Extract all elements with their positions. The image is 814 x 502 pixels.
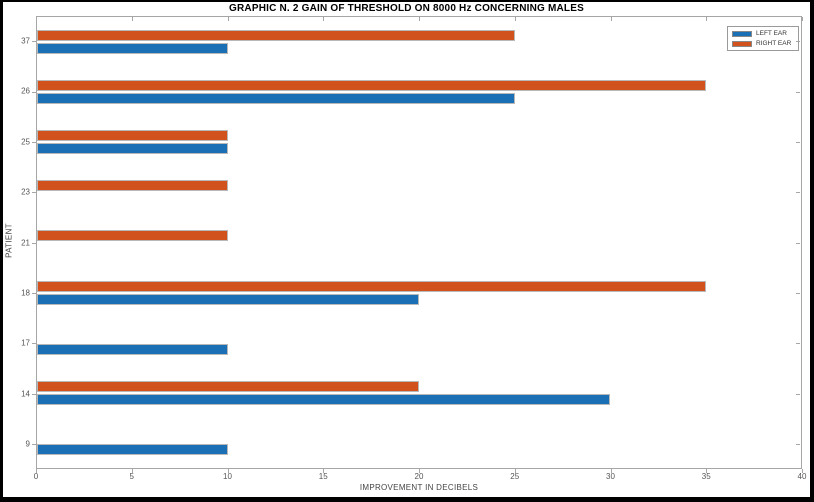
tick-mark (611, 17, 612, 21)
y-tick-label: 17 (21, 338, 30, 348)
x-tick-label: 15 (318, 472, 328, 481)
bar-26-right-ear (37, 80, 706, 92)
bar-group-23 (37, 167, 801, 217)
tick-mark (802, 469, 803, 473)
chart-title: GRAPHIC N. 2 GAIN OF THRESHOLD ON 8000 H… (229, 3, 584, 14)
bar-18-left-ear (37, 293, 419, 305)
bar-26-left-ear (37, 93, 515, 105)
y-tick-label: 37 (21, 36, 30, 46)
tick-mark (32, 343, 36, 344)
bar-21-right-ear (37, 230, 228, 242)
legend-swatch (732, 40, 752, 47)
tick-mark (796, 192, 800, 193)
bar-14-left-ear (37, 393, 610, 405)
bar-25-left-ear (37, 143, 228, 155)
tick-mark (32, 293, 36, 294)
x-tick-label: 40 (797, 472, 807, 481)
tick-mark (796, 243, 800, 244)
bar-group-18 (37, 268, 801, 318)
tick-mark (32, 243, 36, 244)
y-tick-labels: 37 26 25 23 21 18 17 14 9 (3, 16, 33, 469)
tick-mark (706, 17, 707, 21)
bar-group-37 (37, 17, 801, 67)
x-axis-title: IMPROVEMENT IN DECIBELS (359, 483, 479, 492)
tick-mark (36, 469, 37, 473)
legend-item-left-ear: LEFT EAR (732, 30, 794, 37)
x-tick-label: 35 (701, 472, 711, 481)
legend-item-right-ear: RIGHT EAR (732, 40, 794, 47)
y-tick-label: 18 (21, 288, 30, 298)
tick-mark (36, 17, 37, 21)
tick-mark (32, 444, 36, 445)
bar-25-right-ear (37, 130, 228, 142)
x-tick-label: 10 (223, 472, 232, 481)
y-tick-label: 26 (21, 86, 30, 96)
tick-mark (611, 469, 612, 473)
tick-mark (796, 293, 800, 294)
bar-group-14 (37, 368, 801, 418)
x-tick-labels: 0 5 10 15 20 25 30 35 40 (33, 472, 807, 484)
tick-mark (802, 17, 803, 21)
tick-mark (132, 469, 133, 473)
tick-mark (796, 394, 800, 395)
tick-mark (796, 41, 800, 42)
bar-14-right-ear (37, 380, 419, 392)
legend: LEFT EAR RIGHT EAR (727, 26, 799, 51)
y-tick-label: 14 (21, 389, 30, 398)
bar-group-25 (37, 117, 801, 167)
tick-mark (32, 142, 36, 143)
y-tick-label: 25 (21, 137, 30, 147)
x-tick-label: 5 (129, 472, 134, 481)
tick-mark (32, 394, 36, 395)
bar-group-21 (37, 217, 801, 267)
tick-mark (228, 469, 229, 473)
tick-mark (796, 444, 800, 445)
bar-18-right-ear (37, 280, 706, 292)
tick-mark (132, 17, 133, 21)
x-tick-label: 0 (33, 472, 39, 481)
bar-group-9 (37, 418, 801, 468)
tick-mark (419, 17, 420, 21)
bar-37-left-ear (37, 43, 228, 55)
x-tick-label: 30 (606, 472, 615, 481)
tick-mark (419, 469, 420, 473)
y-tick-label: 23 (21, 187, 30, 197)
legend-label: RIGHT EAR (756, 40, 792, 47)
tick-mark (32, 41, 36, 42)
tick-mark (228, 17, 229, 21)
bar-23-right-ear (37, 180, 228, 192)
legend-swatch (732, 30, 752, 37)
tick-mark (796, 142, 800, 143)
tick-mark (323, 469, 324, 473)
tick-mark (706, 469, 707, 473)
y-tick-label: 21 (21, 238, 30, 247)
tick-mark (515, 469, 516, 473)
x-tick-label: 25 (510, 472, 520, 481)
tick-mark (515, 17, 516, 21)
bar-group-17 (37, 318, 801, 368)
tick-mark (796, 343, 800, 344)
tick-mark (32, 192, 36, 193)
bar-group-26 (37, 67, 801, 117)
tick-mark (323, 17, 324, 21)
plot-area (36, 16, 802, 469)
tick-mark (32, 92, 36, 93)
bar-9-left-ear (37, 443, 228, 455)
bar-17-left-ear (37, 343, 228, 355)
x-tick-label: 20 (414, 472, 424, 481)
y-tick-label: 9 (25, 439, 30, 449)
bar-37-right-ear (37, 30, 515, 42)
legend-label: LEFT EAR (756, 30, 787, 37)
tick-mark (796, 92, 800, 93)
